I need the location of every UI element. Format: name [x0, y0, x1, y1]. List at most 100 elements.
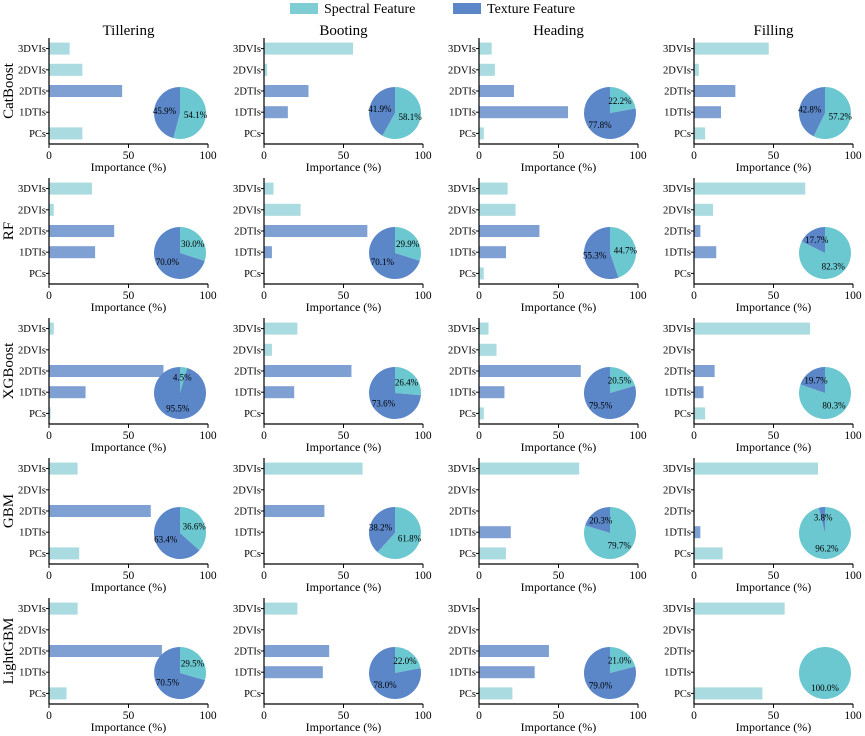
y-tick-label: 2DTIs — [19, 227, 46, 238]
row-title-xgboost: XGBoost — [1, 342, 17, 400]
pie-label-spectral: 100.0% — [811, 683, 839, 693]
pie-chart: 44.7% 55.3% — [583, 227, 638, 280]
pie-slice-texture — [369, 647, 422, 700]
x-tick-label: 100 — [414, 430, 432, 442]
pie-chart: 26.4% 73.6% — [369, 367, 422, 419]
pie-label-texture: 70.1% — [371, 257, 395, 267]
y-tick-label: 1DTIs — [234, 248, 261, 259]
row-title-lightgbm: LightGBM — [1, 618, 17, 685]
y-tick-label: PCs — [244, 689, 261, 700]
y-tick-label: 2DTIs — [234, 87, 261, 98]
x-tick-label: 0 — [261, 710, 267, 722]
y-tick-label: 2DVIs — [18, 485, 46, 496]
pie-label-texture: 41.9% — [368, 104, 392, 114]
y-tick-label: 2DVIs — [233, 345, 261, 356]
bar-2dtis — [264, 645, 330, 657]
legend-swatch-texture — [453, 3, 481, 14]
x-axis-label: Importance (%) — [306, 300, 382, 314]
legend-label-texture: Texture Feature — [487, 2, 575, 17]
x-tick-label: 100 — [844, 710, 862, 722]
x-axis-label: Importance (%) — [736, 580, 812, 594]
x-tick-label: 100 — [199, 570, 217, 582]
pie-slice-texture — [369, 227, 420, 279]
y-tick-label: 3DVIs — [448, 184, 476, 195]
bar-2dtis — [49, 505, 151, 517]
pie-chart: 21.0% 79.0% — [583, 647, 636, 699]
pie-label-spectral: 21.0% — [608, 656, 632, 666]
y-tick-label: PCs — [459, 129, 476, 140]
pie-chart: 82.3% 17.7% — [799, 227, 852, 279]
bar-2dtis — [49, 365, 164, 377]
pie-slice-texture — [369, 367, 421, 419]
y-tick-label: 3DVIs — [448, 604, 476, 615]
pie-label-texture: 70.5% — [156, 677, 180, 687]
x-tick-label: 100 — [629, 290, 647, 302]
pie-slice-spectral — [173, 86, 207, 139]
y-tick-label: 1DTIs — [19, 108, 46, 119]
column-title-booting: Booting — [319, 23, 368, 39]
x-tick-label: 50 — [338, 430, 350, 442]
pie-chart: 79.7% 20.3% — [584, 507, 637, 559]
y-tick-label: 2DVIs — [663, 205, 691, 216]
pie-slice-spectral — [395, 227, 422, 261]
x-tick-label: 0 — [261, 430, 267, 442]
bar-1dtis — [694, 386, 704, 399]
pie-label-texture: 17.7% — [805, 235, 829, 245]
row-title-catboost: CatBoost — [1, 62, 17, 119]
pie-label-texture: 70.0% — [156, 257, 180, 267]
pie-slice-texture — [801, 227, 825, 253]
y-tick-label: 2DVIs — [663, 485, 691, 496]
x-tick-label: 100 — [414, 570, 432, 582]
bar-2dtis — [264, 365, 352, 377]
x-tick-label: 50 — [123, 290, 135, 302]
pie-label-texture: 77.8% — [588, 120, 612, 130]
x-axis-label: Importance (%) — [736, 300, 812, 314]
bar-pcs — [49, 127, 83, 140]
y-tick-label: PCs — [244, 409, 261, 420]
y-tick-label: 1DTIs — [19, 248, 46, 259]
pie-slice-spectral — [799, 367, 852, 419]
pie-slice-texture — [154, 87, 180, 139]
bar-3dvis — [479, 42, 492, 55]
x-tick-label: 100 — [629, 150, 647, 162]
bar-1dtis — [264, 666, 323, 679]
y-tick-label: PCs — [244, 129, 261, 140]
bar-2dtis — [49, 645, 162, 657]
pie-slice-spectral — [610, 366, 635, 393]
y-tick-label: 1DTIs — [664, 528, 691, 539]
bar-3dvis — [49, 462, 78, 475]
bar-2dtis — [479, 85, 514, 97]
bar-pcs — [49, 547, 80, 560]
bar-2dtis — [694, 225, 701, 237]
pie-label-texture: 42.8% — [798, 105, 822, 115]
pie-chart: 30.0%70.0% — [154, 227, 207, 279]
bar-3dvis — [264, 462, 363, 475]
y-tick-label: 2DVIs — [448, 625, 476, 636]
bar-3dvis — [49, 42, 70, 55]
x-axis-label: Importance (%) — [306, 160, 382, 174]
x-tick-label: 100 — [844, 290, 862, 302]
y-tick-label: 2DTIs — [19, 87, 46, 98]
y-tick-label: 1DTIs — [234, 528, 261, 539]
y-tick-label: 3DVIs — [18, 44, 46, 55]
row-titles: CatBoost RF XGBoost GBM LightGBM — [1, 62, 17, 684]
bar-1dtis — [49, 386, 86, 399]
pie-label-texture: 95.5% — [166, 403, 190, 413]
y-tick-label: 2DVIs — [233, 485, 261, 496]
pie-slice-spectral — [610, 647, 636, 673]
y-tick-label: 3DVIs — [18, 184, 46, 195]
y-tick-label: 2DVIs — [233, 625, 261, 636]
y-tick-label: 2DVIs — [18, 625, 46, 636]
bar-1dtis — [694, 246, 717, 259]
y-tick-label: 2DTIs — [449, 227, 476, 238]
bar-1dtis — [264, 106, 288, 119]
x-tick-label: 50 — [768, 430, 780, 442]
